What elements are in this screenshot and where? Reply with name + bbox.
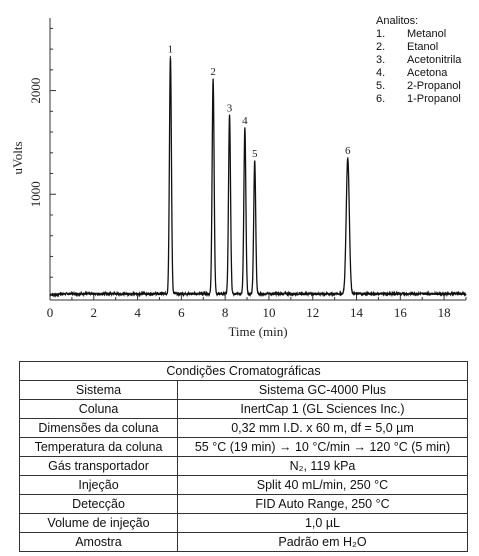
x-tick-label: 16 xyxy=(394,305,408,320)
row-label: Gás transportador xyxy=(19,456,178,476)
table-row: Volume de injeção 1,0 µL xyxy=(19,513,468,533)
peak-apex-3 xyxy=(228,114,231,117)
chromatogram-line xyxy=(49,57,467,298)
peak-apex-5 xyxy=(254,160,256,162)
row-label: Temperatura da coluna xyxy=(19,437,178,457)
peak-label-1: 1 xyxy=(168,43,174,55)
table-row: Coluna InertCap 1 (GL Sciences Inc.) xyxy=(19,399,468,419)
x-tick-label: 12 xyxy=(306,305,319,320)
table-title: Condições Cromatográficas xyxy=(19,361,468,381)
x-tick-label: 14 xyxy=(350,305,364,320)
row-value: Padrão em H₂O xyxy=(177,532,468,552)
table-title-row: Condições Cromatográficas xyxy=(19,361,468,381)
row-value: Split 40 mL/min, 250 °C xyxy=(177,475,468,495)
legend-item-number: 6. xyxy=(376,93,385,105)
legend-item-number: 3. xyxy=(376,54,385,66)
x-tick-label: 0 xyxy=(47,305,54,320)
legend-item-number: 1. xyxy=(376,28,385,40)
table-row: Amostra Padrão em H₂O xyxy=(19,532,468,552)
row-value: 55 °C (19 min) → 10 °C/min → 120 °C (5 m… xyxy=(177,437,468,457)
row-label: Dimensões da coluna xyxy=(19,418,178,438)
peak-label-6: 6 xyxy=(345,145,351,157)
row-value: Sistema GC-4000 Plus xyxy=(177,380,468,400)
x-tick-label: 4 xyxy=(134,305,141,320)
table-row: Gás transportador N₂, 119 kPa xyxy=(19,456,468,476)
row-value: InertCap 1 (GL Sciences Inc.) xyxy=(177,399,468,419)
peak-apex-1 xyxy=(169,55,172,57)
table-body: Sistema Sistema GC-4000 Plus Coluna InertCa… xyxy=(19,380,468,552)
y-axis-title: uVolts xyxy=(10,141,25,174)
row-label: Coluna xyxy=(19,399,178,419)
row-value: 1,0 µL xyxy=(177,513,468,533)
legend-item-name: Metanol xyxy=(407,28,446,40)
x-tick-label: 10 xyxy=(262,305,275,320)
x-tick-label: 6 xyxy=(178,305,185,320)
x-tick-label: 8 xyxy=(222,305,229,320)
x-axis-title: Time (min) xyxy=(228,324,287,339)
legend-item-name: 2-Propanol xyxy=(407,80,461,92)
peak-label-4: 4 xyxy=(242,115,248,127)
row-label: Amostra xyxy=(19,532,178,552)
x-tick-label: 2 xyxy=(91,305,98,320)
legend-item-name: 1-Propanol xyxy=(407,93,461,105)
row-value: 0,32 mm I.D. x 60 m, df = 5,0 µm xyxy=(177,418,468,438)
peak-label-2: 2 xyxy=(210,66,216,78)
legend-item-name: Acetonitrila xyxy=(407,54,462,66)
legend-item-number: 4. xyxy=(376,67,385,79)
legend-item-name: Etanol xyxy=(407,41,438,53)
legend-item-number: 5. xyxy=(376,80,385,92)
x-tick-label: 18 xyxy=(438,305,451,320)
row-label: Injeção xyxy=(19,475,178,495)
peak-apex-2 xyxy=(212,78,214,80)
peak-labels: 1 2 34 5 6 xyxy=(168,43,351,162)
y-tick-label: 1000 xyxy=(28,181,43,207)
row-label: Volume de injeção xyxy=(19,513,178,533)
legend-item-number: 2. xyxy=(376,41,385,53)
table-row: Injeção Split 40 mL/min, 250 °C xyxy=(19,475,468,495)
table-row: Detecção FID Auto Range, 250 °C xyxy=(19,494,468,514)
table-row: Sistema Sistema GC-4000 Plus xyxy=(19,380,468,400)
peak-label-5: 5 xyxy=(252,148,258,160)
legend-title: Analitos: xyxy=(376,15,418,27)
peak-label-3: 3 xyxy=(227,102,233,114)
chromatographic-conditions-table: Condições Cromatográficas Sistema Sistema… xyxy=(19,361,468,552)
analyte-legend: Analitos:1. Metanol 2. Etanol 3. Acetonitrila… xyxy=(376,15,462,105)
table-row: Dimensões da coluna 0,32 mm I.D. x 60 m, … xyxy=(19,418,468,438)
row-value: FID Auto Range, 250 °C xyxy=(177,494,468,514)
row-label: Sistema xyxy=(19,380,178,400)
row-value: N₂, 119 kPa xyxy=(177,456,468,476)
table-row: Temperatura da coluna 55 °C (19 min) → 10… xyxy=(19,437,468,457)
legend-item-name: Acetona xyxy=(407,67,448,79)
y-tick-label: 2000 xyxy=(28,78,43,104)
peak-apex-4 xyxy=(244,127,246,129)
chromatogram-trace xyxy=(49,57,467,298)
peak-apex-6 xyxy=(347,157,349,159)
row-label: Detecção xyxy=(19,494,178,514)
